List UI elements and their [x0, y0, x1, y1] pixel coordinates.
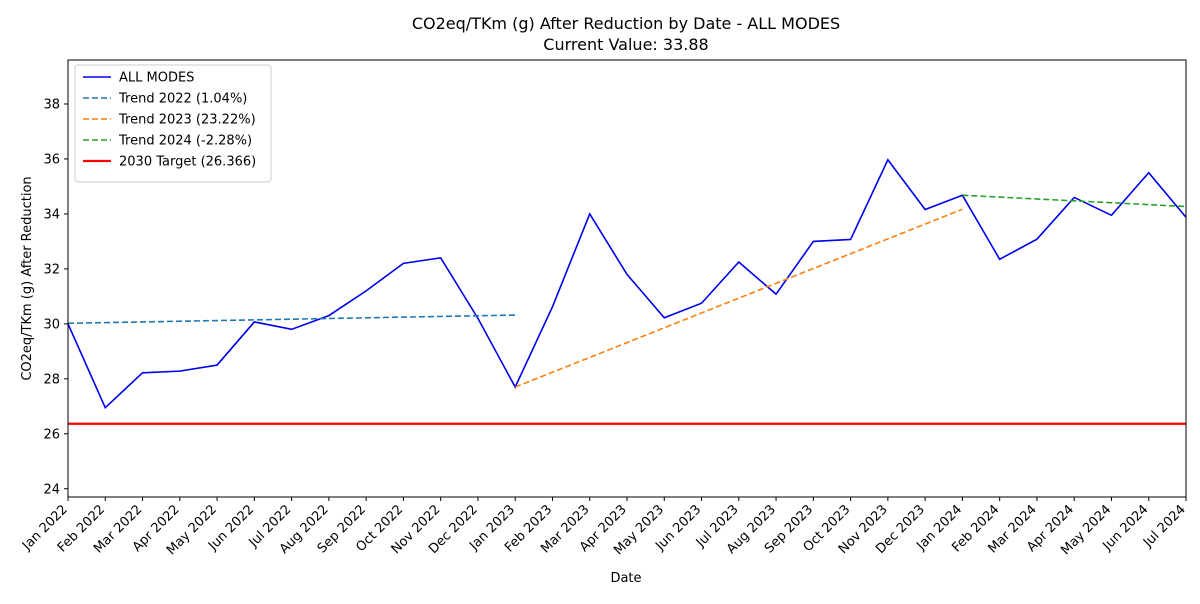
- y-tick-label: 32: [43, 262, 60, 277]
- plot-frame: [67, 59, 1187, 498]
- x-axis-label: Date: [610, 571, 641, 586]
- legend-box: [74, 64, 272, 183]
- series-line-3: [962, 194, 1187, 208]
- legend-label: Trend 2023 (23.22%): [118, 113, 256, 128]
- y-tick-label: 36: [43, 152, 60, 167]
- legend-label: Trend 2024 (-2.28%): [118, 134, 252, 149]
- legend-label: Trend 2022 (1.04%): [118, 92, 247, 107]
- y-axis-label: CO2eq/TKm (g) After Reduction: [20, 176, 35, 380]
- legend: ALL MODES Trend 2022 (1.04%) Trend 2023 (2…: [74, 64, 272, 183]
- series-layer: [67, 158, 1187, 425]
- y-tick-label: 24: [43, 482, 60, 497]
- y-tick-label: 34: [43, 207, 60, 222]
- y-tick-label: 26: [43, 427, 60, 442]
- chart-subtitle: Current Value: 33.88: [543, 35, 708, 54]
- series-line-2: [514, 208, 963, 388]
- y-tick-label: 28: [43, 372, 60, 387]
- series-line-0: [67, 158, 1187, 410]
- series-line-1: [67, 314, 516, 325]
- y-tick-label: 38: [43, 97, 60, 112]
- legend-label: 2030 Target (26.366): [119, 155, 256, 170]
- y-tick-label: 30: [43, 317, 60, 332]
- chart-title: CO2eq/TKm (g) After Reduction by Date - …: [412, 14, 840, 33]
- legend-label: ALL MODES: [119, 71, 194, 86]
